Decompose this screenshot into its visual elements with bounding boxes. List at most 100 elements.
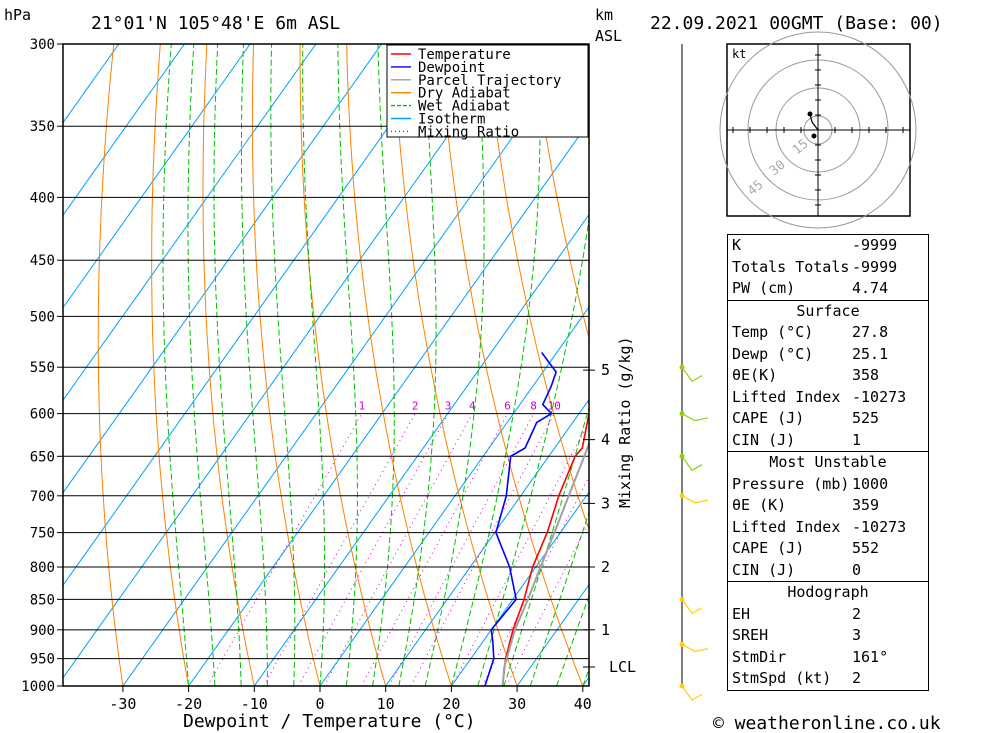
index-row: CIN (J) 1 <box>728 430 928 452</box>
legend-label: Dewpoint <box>418 60 485 76</box>
mixing-ratio-line <box>263 413 416 686</box>
temperature-tick-label: 30 <box>508 695 526 713</box>
wind-barb <box>681 455 703 472</box>
wind-barb <box>681 413 709 422</box>
mixing-ratio-label: 15 <box>586 400 599 413</box>
most-unstable-header: Most Unstable <box>728 451 928 474</box>
wind-barb <box>681 685 703 701</box>
index-label: EH <box>732 604 751 623</box>
index-row: Dewp (°C) 25.1 <box>728 344 928 366</box>
pressure-tick-label: 550 <box>30 360 55 376</box>
altitude-tick-label: 3 <box>601 494 610 512</box>
hodograph-header: Hodograph <box>728 581 928 604</box>
index-label: Lifted Index <box>732 517 841 536</box>
isotherm-line <box>63 44 251 309</box>
pressure-tick-label: 950 <box>30 652 55 668</box>
index-row: EH 2 <box>728 604 928 626</box>
index-label: CAPE (J) <box>732 539 805 557</box>
axes-labels: 3003504004505005506006507007508008509009… <box>21 37 636 713</box>
index-value: 1 <box>852 430 862 449</box>
pressure-tick-label: 450 <box>30 253 55 269</box>
index-label: CAPE (J) <box>732 409 805 427</box>
index-label: SREH <box>732 626 769 644</box>
mixing-ratio-line <box>297 413 449 686</box>
dry-adiabat-line <box>952 44 1000 686</box>
surface-header: Surface <box>728 299 928 323</box>
index-row: Lifted Index -10273 <box>728 387 928 409</box>
isotherm-line <box>63 44 120 124</box>
index-value: 27.8 <box>852 323 889 341</box>
altitude-tick-label: 1 <box>601 621 610 639</box>
wet-adiabat-line <box>398 44 437 686</box>
wet-adiabat-line <box>424 44 485 686</box>
index-label: Lifted Index <box>732 387 841 406</box>
sounding-profiles <box>484 352 589 686</box>
location-title: 21°01'N 105°48'E 6m ASL <box>91 13 340 34</box>
mixing-ratio-label: 8 <box>530 400 537 413</box>
index-value: 1000 <box>852 474 889 493</box>
dry-adiabat-line <box>202 44 255 686</box>
isotherm-line <box>63 44 185 217</box>
index-label: Dewp (°C) <box>732 344 814 363</box>
index-value: 525 <box>852 409 880 427</box>
mixing-ratio-label: 1 <box>359 400 366 413</box>
site-credit: © weatheronline.co.uk <box>713 713 941 733</box>
altitude-tick-label: LCL <box>609 658 636 676</box>
pressure-tick-label: 750 <box>30 526 55 542</box>
temperature-tick-label: -20 <box>175 695 202 713</box>
index-value: 161° <box>852 647 889 666</box>
dry-adiabat-line <box>251 44 321 686</box>
legend-label: Mixing Ratio <box>418 124 519 140</box>
pressure-tick-label: 900 <box>30 623 55 639</box>
index-label: Totals Totals <box>732 257 850 276</box>
index-value: 25.1 <box>852 344 889 363</box>
index-value: 3 <box>852 626 862 644</box>
dry-adiabat-line <box>97 44 124 686</box>
dry-adiabat-line <box>532 44 589 341</box>
indices-table: K -9999 Totals Totals -9999 PW (cm) 4.74 Surf… <box>727 234 929 691</box>
mixing-ratio-line <box>361 413 509 686</box>
km-unit-label: km <box>595 6 613 24</box>
plot-frame <box>62 43 590 687</box>
legend-label: Temperature <box>418 47 511 63</box>
temperature-tick-label: -10 <box>241 695 268 713</box>
index-value: -9999 <box>852 236 898 254</box>
temperature-tick-label: 40 <box>574 695 592 713</box>
wind-barb <box>681 495 709 504</box>
temperature-tick-label: 0 <box>315 695 324 713</box>
index-value: 552 <box>852 539 880 557</box>
pressure-tick-label: 650 <box>30 449 55 465</box>
mixing-ratio-label: 10 <box>548 400 561 413</box>
index-value: 358 <box>852 366 880 384</box>
isotherm-line <box>319 306 589 686</box>
index-row: K -9999 <box>728 235 928 257</box>
pressure-tick-label: 700 <box>30 489 55 505</box>
pressure-tick-label: 850 <box>30 592 55 608</box>
hodograph-unit-label: kt <box>732 47 746 61</box>
index-row: Lifted Index -10273 <box>728 517 928 539</box>
isotherm-line <box>188 121 589 686</box>
wet-adiabat-line <box>270 44 296 686</box>
index-value: -10273 <box>852 387 907 406</box>
index-label: θE (K) <box>732 496 787 514</box>
x-axis-title: Dewpoint / Temperature (°C) <box>183 711 476 732</box>
temperature-tick-label: 20 <box>442 695 460 713</box>
mixing-ratio-axis-title: Mixing Ratio (g/kg) <box>616 336 634 508</box>
index-value: 2 <box>852 604 862 623</box>
pressure-tick-label: 500 <box>30 309 55 325</box>
index-row: SREH 3 <box>728 625 928 647</box>
altitude-tick-label: 5 <box>601 361 610 379</box>
hodograph-point <box>807 111 813 117</box>
index-row: StmSpd (kt) 2 <box>728 668 928 690</box>
index-value: -10273 <box>852 517 907 536</box>
index-value: 0 <box>852 560 862 579</box>
isotherm-line <box>63 44 514 679</box>
mixing-ratio-label: 4 <box>469 400 476 413</box>
wind-barb <box>681 598 703 615</box>
asl-unit-label: ASL <box>595 27 622 45</box>
wet-adiabat-line <box>162 44 190 686</box>
wet-adiabat-line <box>372 44 395 686</box>
wet-adiabat-line <box>240 44 268 686</box>
